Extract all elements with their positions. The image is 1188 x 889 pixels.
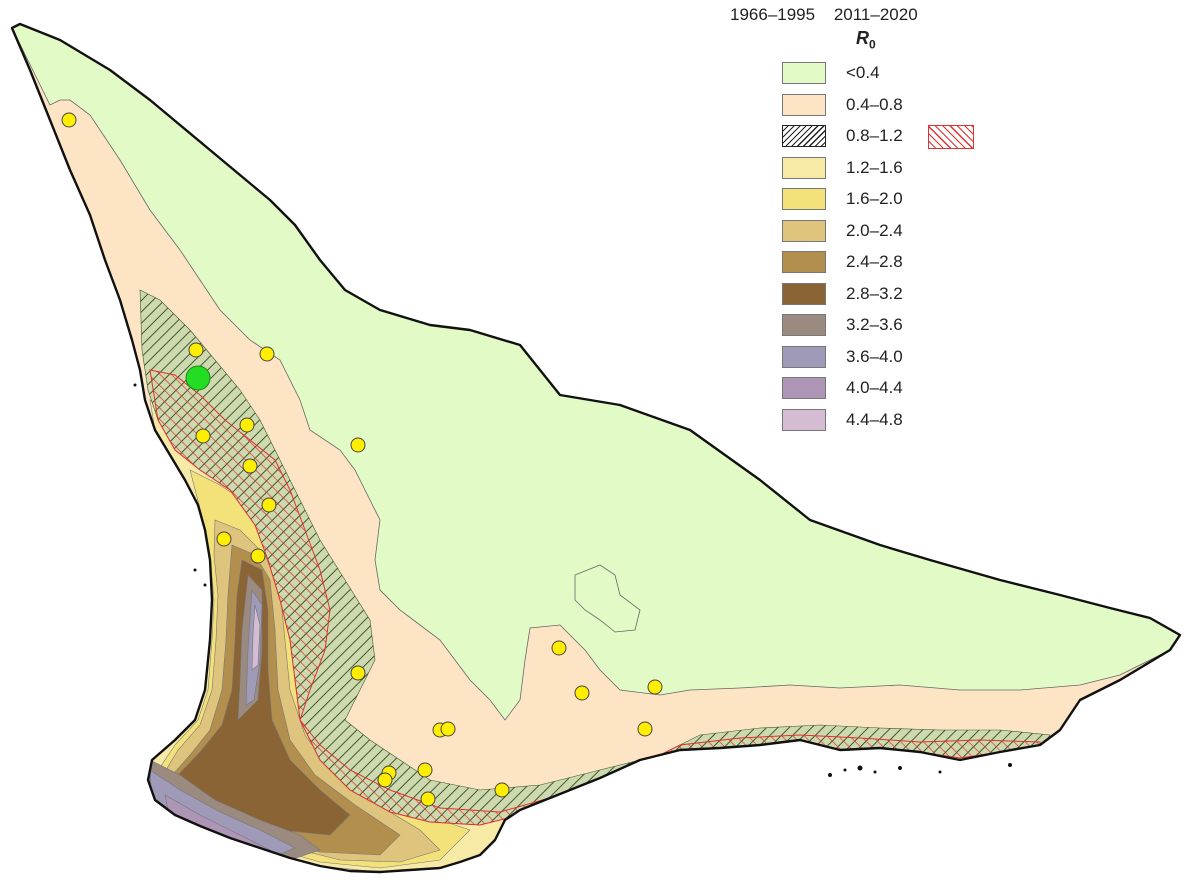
site-marker	[239, 417, 255, 433]
legend-swatch	[782, 125, 826, 147]
site-marker	[259, 346, 275, 362]
legend-label: 3.2–3.6	[846, 315, 903, 334]
site-marker	[350, 665, 366, 681]
legend-label: 0.8–1.2	[846, 126, 903, 145]
site-markers	[61, 112, 663, 807]
legend-label: 3.6–4.0	[846, 346, 903, 366]
highlight-site-marker	[185, 365, 211, 391]
legend-swatch	[782, 188, 826, 210]
legend-swatch	[782, 377, 826, 399]
site-marker	[417, 762, 433, 778]
legend-item: <0.4	[782, 62, 1182, 86]
legend-variable: R0	[856, 28, 876, 52]
legend-swatch	[782, 314, 826, 336]
site-marker	[188, 342, 204, 358]
legend-label: 2.0–2.4	[846, 220, 903, 240]
site-marker	[350, 437, 366, 453]
site-marker	[574, 685, 590, 701]
legend-item: 4.0–4.4	[782, 377, 1182, 401]
legend-label: 0.4–0.8	[846, 94, 903, 114]
site-marker	[61, 112, 77, 128]
site-marker	[261, 497, 277, 513]
legend-swatch	[782, 156, 826, 179]
legend-item: 3.2–3.6	[782, 314, 1182, 338]
site-marker	[377, 772, 393, 788]
legend-swatch	[782, 251, 826, 273]
legend-swatch	[782, 282, 826, 305]
zone-green-patch	[574, 564, 641, 633]
site-marker	[216, 531, 232, 547]
legend-item: 1.2–1.6	[782, 156, 1182, 181]
legend-swatch	[782, 408, 826, 431]
legend-swatch	[782, 93, 826, 116]
legend-label: 2.4–2.8	[846, 252, 903, 271]
site-marker	[494, 782, 510, 798]
legend-label: 1.2–1.6	[846, 157, 903, 177]
site-marker	[647, 679, 663, 695]
legend-item: 2.8–3.2	[782, 282, 1182, 307]
legend-item: 2.0–2.4	[782, 219, 1182, 244]
legend-label: 4.0–4.4	[846, 378, 903, 397]
legend-label: 1.6–2.0	[846, 189, 903, 208]
legend-periods: 1966–1995 2011–2020	[730, 5, 932, 25]
site-marker	[195, 428, 211, 444]
legend-swatch	[782, 345, 826, 368]
legend-period-2: 2011–2020	[833, 5, 918, 24]
legend: 1966–1995 2011–2020 R0 <0.4 0.4–0.8 0.8–1.…	[730, 2, 1182, 433]
zone-4-4-4-8	[251, 604, 261, 671]
site-marker	[250, 548, 266, 564]
legend-item: 0.8–1.2	[782, 125, 1182, 149]
legend-swatch	[782, 62, 826, 84]
offshore-islands	[133, 383, 1012, 777]
legend-label: <0.4	[846, 63, 880, 82]
site-marker	[551, 640, 567, 656]
legend-label: 2.8–3.2	[846, 283, 903, 303]
site-marker	[242, 458, 258, 474]
coastline	[10, 22, 1182, 874]
legend-swatch	[782, 219, 826, 242]
legend-item: 0.4–0.8	[782, 93, 1182, 118]
site-marker	[637, 721, 653, 737]
legend-item: 3.6–4.0	[782, 345, 1182, 370]
legend-label: 4.4–4.8	[846, 409, 903, 429]
site-marker	[440, 721, 456, 737]
legend-item: 2.4–2.8	[782, 251, 1182, 275]
legend-item: 4.4–4.8	[782, 408, 1182, 433]
legend-swatch-2011-2020	[928, 125, 974, 149]
site-marker	[420, 791, 436, 807]
legend-item: 1.6–2.0	[782, 188, 1182, 212]
legend-period-1: 1966–1995	[730, 5, 816, 24]
